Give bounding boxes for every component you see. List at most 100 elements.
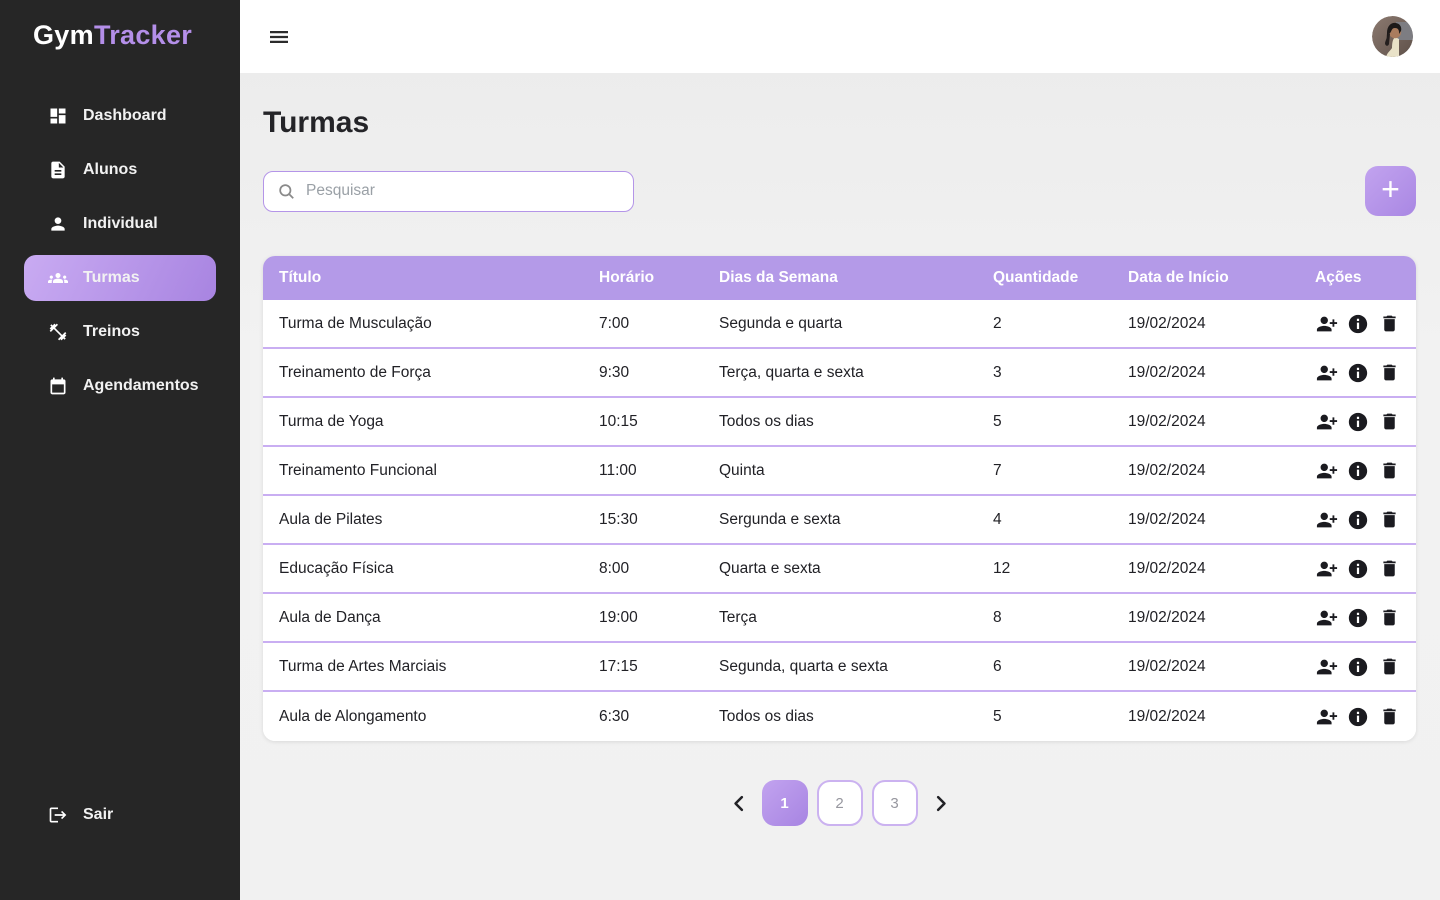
info-button[interactable] <box>1346 557 1370 581</box>
info-icon <box>1347 411 1369 433</box>
cell-quantidade: 7 <box>993 461 1002 479</box>
next-page-button[interactable] <box>927 794 954 813</box>
info-icon <box>1347 558 1369 580</box>
delete-icon <box>1379 313 1400 334</box>
info-icon <box>1347 362 1369 384</box>
cell-horario: 6:30 <box>599 707 630 725</box>
delete-button[interactable] <box>1377 606 1401 630</box>
delete-button[interactable] <box>1377 361 1401 385</box>
table-header-row: Título Horário Dias da Semana Quantidade… <box>263 256 1416 300</box>
logout-button[interactable]: Sair <box>0 805 240 825</box>
delete-icon <box>1379 460 1400 481</box>
table-row: Turma de Artes Marciais 17:15 Segunda, q… <box>263 643 1416 692</box>
add-student-button[interactable] <box>1315 361 1339 385</box>
cell-actions <box>1315 459 1416 483</box>
sidebar-item-label: Agendamentos <box>83 377 199 394</box>
table-row: Turma de Musculação 7:00 Segunda e quart… <box>263 300 1416 349</box>
delete-icon <box>1379 607 1400 628</box>
delete-button[interactable] <box>1377 705 1401 729</box>
delete-button[interactable] <box>1377 655 1401 679</box>
cell-quantidade: 12 <box>993 559 1011 577</box>
info-button[interactable] <box>1346 459 1370 483</box>
cell-data-inicio: 19/02/2024 <box>1128 559 1206 577</box>
logo-gym: Gym <box>33 20 94 50</box>
menu-toggle-button[interactable] <box>267 25 291 49</box>
info-button[interactable] <box>1346 312 1370 336</box>
add-student-button[interactable] <box>1315 459 1339 483</box>
delete-button[interactable] <box>1377 459 1401 483</box>
cell-actions <box>1315 557 1416 581</box>
info-button[interactable] <box>1346 410 1370 434</box>
cell-actions <box>1315 361 1416 385</box>
info-button[interactable] <box>1346 606 1370 630</box>
cell-horario: 11:00 <box>599 461 637 479</box>
column-header-quantidade: Quantidade <box>993 269 1079 286</box>
delete-icon <box>1379 362 1400 383</box>
info-icon <box>1347 509 1369 531</box>
cell-quantidade: 4 <box>993 510 1002 528</box>
info-icon <box>1347 313 1369 335</box>
page-button-3[interactable]: 3 <box>871 780 918 826</box>
sidebar-item-label: Turmas <box>83 269 140 286</box>
document-icon <box>48 160 68 180</box>
add-student-button[interactable] <box>1315 312 1339 336</box>
add-student-icon <box>1316 460 1338 482</box>
column-header-horario: Horário <box>599 269 655 286</box>
delete-button[interactable] <box>1377 508 1401 532</box>
sidebar-item-individual[interactable]: Individual <box>0 197 240 251</box>
cell-horario: 19:00 <box>599 608 638 626</box>
cell-titulo: Aula de Pilates <box>279 510 383 528</box>
cell-quantidade: 6 <box>993 657 1002 675</box>
add-student-icon <box>1316 411 1338 433</box>
add-student-button[interactable] <box>1315 606 1339 630</box>
cell-actions <box>1315 606 1416 630</box>
add-student-icon <box>1316 362 1338 384</box>
add-student-button[interactable] <box>1315 655 1339 679</box>
previous-page-button[interactable] <box>726 794 753 813</box>
search-input[interactable] <box>306 182 620 200</box>
delete-button[interactable] <box>1377 557 1401 581</box>
delete-icon <box>1379 706 1400 727</box>
cell-horario: 15:30 <box>599 510 638 528</box>
user-avatar[interactable] <box>1372 16 1413 57</box>
sidebar-item-dashboard[interactable]: Dashboard <box>0 89 240 143</box>
delete-button[interactable] <box>1377 410 1401 434</box>
cell-actions <box>1315 655 1416 679</box>
cell-horario: 8:00 <box>599 559 630 577</box>
add-student-button[interactable] <box>1315 508 1339 532</box>
table-row: Treinamento Funcional 11:00 Quinta 7 19/… <box>263 447 1416 496</box>
groups-icon <box>48 268 68 288</box>
search-box <box>263 170 634 212</box>
classes-table: Título Horário Dias da Semana Quantidade… <box>263 256 1416 741</box>
avatar-image <box>1372 16 1413 57</box>
content: Turmas + Título Horário Dias da Semana Q… <box>240 73 1440 826</box>
info-button[interactable] <box>1346 508 1370 532</box>
info-button[interactable] <box>1346 705 1370 729</box>
sidebar-item-treinos[interactable]: Treinos <box>0 305 240 359</box>
sidebar-item-turmas[interactable]: Turmas <box>24 255 216 301</box>
pagination: 1 2 3 <box>263 780 1416 826</box>
info-button[interactable] <box>1346 655 1370 679</box>
sidebar-item-alunos[interactable]: Alunos <box>0 143 240 197</box>
cell-quantidade: 2 <box>993 314 1002 332</box>
delete-icon <box>1379 558 1400 579</box>
add-class-button[interactable]: + <box>1365 166 1416 216</box>
sidebar-item-label: Alunos <box>83 161 138 178</box>
sidebar-item-agendamentos[interactable]: Agendamentos <box>0 359 240 413</box>
cell-dias: Todos os dias <box>719 412 814 430</box>
cell-data-inicio: 19/02/2024 <box>1128 461 1206 479</box>
add-student-button[interactable] <box>1315 410 1339 434</box>
page-button-1[interactable]: 1 <box>761 780 808 826</box>
add-student-button[interactable] <box>1315 557 1339 581</box>
delete-icon <box>1379 509 1400 530</box>
cell-titulo: Educação Física <box>279 559 394 577</box>
add-student-button[interactable] <box>1315 705 1339 729</box>
page-button-2[interactable]: 2 <box>816 780 863 826</box>
delete-button[interactable] <box>1377 312 1401 336</box>
info-button[interactable] <box>1346 361 1370 385</box>
cell-dias: Todos os dias <box>719 707 814 725</box>
table-body: Turma de Musculação 7:00 Segunda e quart… <box>263 300 1416 741</box>
page-title: Turmas <box>263 106 370 139</box>
table-row: Turma de Yoga 10:15 Todos os dias 5 19/0… <box>263 398 1416 447</box>
column-header-data-inicio: Data de Início <box>1128 269 1229 286</box>
